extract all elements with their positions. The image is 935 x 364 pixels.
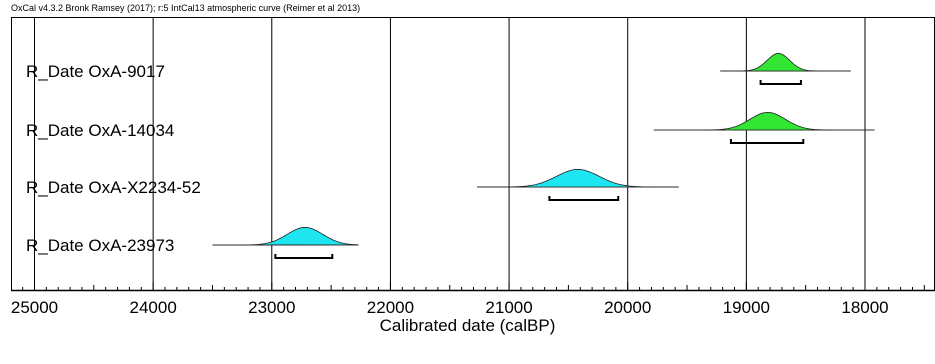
series-label-r-date-oxa-23973: R_Date OxA-23973 [26,236,174,255]
x-axis-label: Calibrated date (calBP) [379,316,556,335]
tick-label-22000: 22000 [367,298,414,317]
tick-label-19000: 19000 [723,298,770,317]
tick-label-25000: 25000 [11,298,58,317]
tick-label-24000: 24000 [130,298,177,317]
distribution-r-date-oxa-23973 [212,226,359,246]
distribution-r-date-oxa-x2234-52 [477,168,679,188]
tick-label-20000: 20000 [604,298,651,317]
oxcal-header: OxCal v4.3.2 Bronk Ramsey (2017); r:5 In… [11,3,361,13]
series-label-r-date-oxa-x2234-52: R_Date OxA-X2234-52 [26,178,201,197]
tick-label-21000: 21000 [485,298,532,317]
series-label-r-date-oxa-9017: R_Date OxA-9017 [26,62,165,81]
distribution-r-date-oxa-14034 [653,111,875,131]
distribution-r-date-oxa-9017 [720,53,851,72]
series-label-r-date-oxa-14034: R_Date OxA-14034 [26,121,174,140]
tick-label-23000: 23000 [248,298,295,317]
tick-label-18000: 18000 [841,298,888,317]
